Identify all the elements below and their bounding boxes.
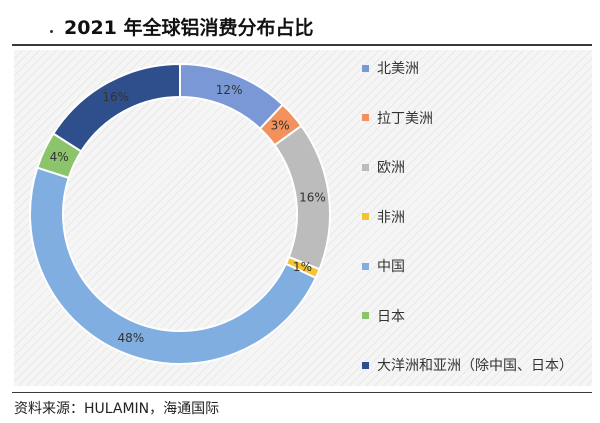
legend-item: 中国	[362, 256, 405, 276]
legend-swatch	[362, 213, 369, 220]
slice-value-label: 16%	[299, 190, 326, 204]
legend-swatch	[362, 262, 369, 270]
legend-swatch	[362, 114, 369, 121]
legend-label: 拉丁美洲	[377, 110, 433, 127]
legend-item: 欧洲	[362, 157, 405, 177]
legend-item: 大洋洲和亚洲（除中国、日本）	[362, 355, 573, 375]
slice-value-label: 4%	[50, 150, 69, 164]
donut-labels: 12% 3% 16% 1% 48% 4% 16%	[50, 83, 326, 345]
source-note: 资料来源：HULAMIN，海通国际	[14, 401, 220, 417]
slice-value-label: 12%	[216, 83, 243, 97]
legend-swatch	[362, 163, 369, 171]
donut-slice	[51, 62, 181, 153]
legend-label: 日本	[377, 308, 405, 325]
title-bullet	[50, 30, 53, 33]
legend-swatch	[362, 64, 369, 72]
legend-label: 中国	[377, 259, 405, 275]
legend-label: 非洲	[377, 209, 405, 226]
legend-label: 大洋洲和亚洲（除中国、日本）	[377, 358, 573, 374]
legend-label: 北美洲	[377, 61, 419, 77]
legend-swatch	[362, 361, 369, 369]
legend-item: 非洲	[362, 207, 405, 227]
slice-value-label: 16%	[102, 90, 129, 104]
legend-item: 日本	[362, 306, 405, 326]
slice-value-label: 1%	[293, 260, 312, 274]
donut-slices	[29, 62, 331, 365]
slice-value-label: 48%	[118, 331, 145, 345]
source-divider	[12, 392, 592, 393]
donut-slice	[29, 166, 318, 365]
title-divider	[12, 44, 592, 46]
legend-item: 北美洲	[362, 58, 419, 78]
legend-item: 拉丁美洲	[362, 108, 433, 128]
donut-chart: 12% 3% 16% 1% 48% 4% 16%	[29, 62, 331, 365]
slice-value-label: 3%	[271, 119, 290, 133]
page-title: 2021 年全球铝消费分布占比	[64, 17, 314, 39]
legend-swatch	[362, 312, 369, 319]
legend-label: 欧洲	[377, 160, 405, 176]
